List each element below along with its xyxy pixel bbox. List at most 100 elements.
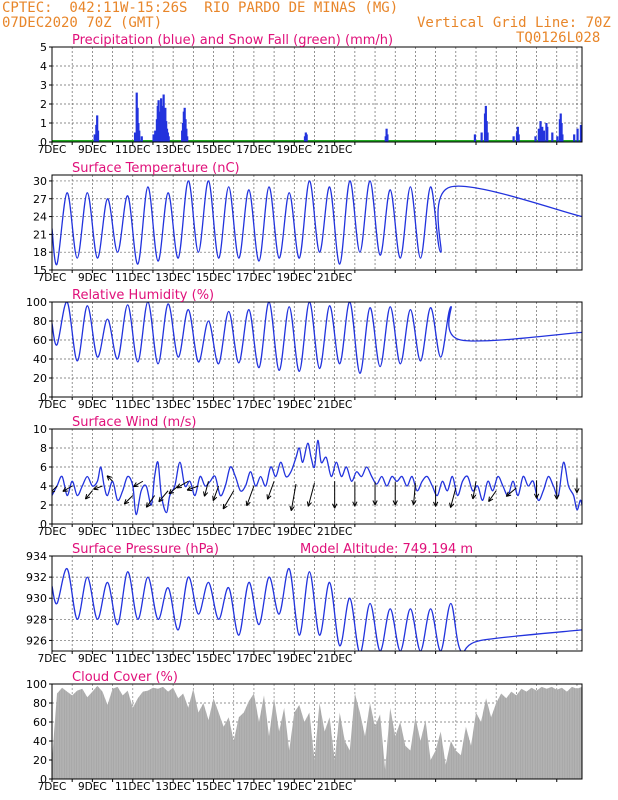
precip-bar	[96, 115, 99, 142]
panel-frame	[51, 428, 583, 525]
y-tick-label: 80	[33, 697, 47, 710]
precip-bar	[576, 128, 579, 142]
x-tick-label: 7DEC	[38, 526, 67, 538]
panel-wind: 0 2 4 6 8 10 7DEC 9DEC 11DEC 13DEC 15DEC 17DEC 19DEC…	[33, 415, 583, 538]
precip-bar	[133, 132, 137, 142]
x-tick-label: 15DEC	[196, 653, 231, 665]
precip-bar	[162, 94, 165, 142]
x-tick-label: 9DEC	[78, 526, 107, 538]
wind-arrow-head	[449, 502, 455, 508]
y-tick-label: 20	[33, 372, 47, 385]
y-tick-label: 100	[26, 678, 47, 691]
x-tick-label: 7DEC	[38, 272, 67, 284]
precip-bar	[580, 130, 582, 142]
x-tick-label: 21DEC	[317, 144, 352, 156]
wind-arrow	[93, 485, 103, 490]
wind-arrow	[413, 483, 416, 505]
wind-arrow-head	[168, 488, 174, 495]
y-tick-label: 40	[33, 353, 47, 366]
y-tick-label: 60	[33, 716, 47, 729]
precip-bar	[573, 134, 576, 142]
temp-line	[52, 180, 582, 266]
y-tick-label: 6	[40, 461, 47, 474]
x-tick-label: 13DEC	[155, 653, 190, 665]
wind-arrow-head	[574, 488, 580, 494]
plot-area	[52, 92, 582, 142]
precip-bar	[386, 134, 389, 142]
precip-bar	[186, 136, 189, 142]
y-tick-label: 930	[26, 592, 47, 605]
precip-bar	[154, 130, 157, 142]
wind-arrow-head	[212, 495, 218, 502]
y-tick-label: 926	[26, 634, 47, 647]
precip-bar	[305, 134, 308, 142]
y-tick-label: 27	[33, 193, 47, 206]
y-tick-label: 934	[26, 550, 47, 563]
wind-arrow-head	[222, 503, 228, 510]
wind-arrow	[62, 485, 73, 492]
y-tick-label: 100	[26, 296, 47, 309]
x-tick-label: 19DEC	[277, 653, 312, 665]
x-tick-label: 13DEC	[155, 144, 190, 156]
precip-bar	[542, 130, 546, 142]
x-tick-label: 15DEC	[196, 144, 231, 156]
wind-arrow-head	[306, 501, 312, 507]
plot-area	[52, 568, 582, 651]
precip-bar	[152, 134, 155, 142]
y-tick-label: 20	[33, 754, 47, 767]
x-tick-label: 21DEC	[317, 399, 352, 411]
plot-area	[52, 684, 582, 779]
header-station: CPTEC: 042:11W-15:26S RIO PARDO DE MINAS…	[2, 0, 399, 16]
x-tick-label: 7DEC	[38, 144, 67, 156]
panel-title: Surface Pressure (hPa)	[72, 542, 219, 557]
panel-pres: 926 928 930 932 934 7DEC 9DEC 11DEC 13DEC 15DEC 17…	[26, 542, 583, 665]
x-tick-label: 9DEC	[78, 653, 107, 665]
x-tick-label: 11DEC	[115, 272, 150, 284]
precip-bar	[556, 136, 559, 142]
y-tick-label: 60	[33, 334, 47, 347]
wind-arrow-head	[266, 494, 272, 500]
y-tick-label: 2	[40, 98, 47, 111]
wind-arrow-head	[372, 500, 378, 506]
y-tick-label: 0	[40, 136, 47, 149]
y-tick-label: 15	[33, 264, 47, 277]
wind-arrow	[290, 484, 297, 511]
header-model-code: TQ0126L028	[516, 30, 601, 46]
header-run-time: 07DEC2020 70Z (GMT)	[2, 15, 163, 31]
x-tick-label: 17DEC	[236, 781, 271, 793]
y-tick-label: 80	[33, 315, 47, 328]
header-grid-note: Vertical Grid Line: 70Z	[417, 15, 611, 31]
precip-bar	[486, 132, 489, 142]
wind-arrow	[133, 480, 144, 488]
panel-title: Precipitation (blue) and Snow Fall (gree…	[72, 33, 393, 48]
panel-precip: 0 1 2 3 4 5 7DEC 9DEC 11DEC 13DEC 15DEC 17DEC 19DEC 2…	[38, 33, 583, 156]
wind-arrow-head	[176, 483, 182, 489]
precip-bar	[537, 128, 540, 142]
precip-bar	[480, 132, 483, 142]
x-tick-label: 21DEC	[317, 653, 352, 665]
wind-arrow	[145, 495, 156, 508]
x-tick-label: 15DEC	[196, 526, 231, 538]
precip-bar	[140, 136, 143, 142]
x-tick-label: 21DEC	[317, 526, 352, 538]
wind-arrow-head	[411, 499, 417, 505]
precip-bar	[539, 121, 542, 142]
wind-arrow-head	[145, 502, 151, 508]
precip-bar	[473, 134, 477, 142]
precip-bar	[167, 136, 170, 142]
y-tick-label: 2	[40, 499, 47, 512]
x-tick-label: 15DEC	[196, 272, 231, 284]
panel-title: Surface Wind (m/s)	[72, 415, 196, 430]
cloud-cover-area	[52, 685, 582, 779]
x-tick-label: 7DEC	[38, 781, 67, 793]
precip-bar	[96, 130, 100, 142]
y-tick-label: 4	[40, 60, 47, 73]
panel-frame	[51, 301, 583, 398]
x-tick-label: 11DEC	[115, 653, 150, 665]
wind-arrow	[450, 487, 457, 508]
wind-arrow	[85, 490, 93, 500]
y-tick-label: 24	[33, 211, 47, 224]
x-tick-label: 13DEC	[155, 781, 190, 793]
precip-bar	[138, 130, 141, 142]
